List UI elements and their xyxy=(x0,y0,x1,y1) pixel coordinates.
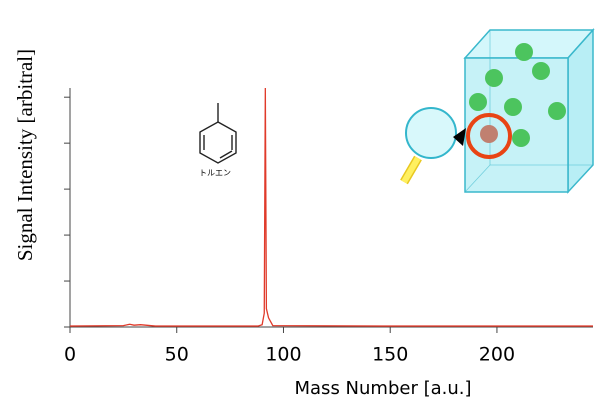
x-tick-label: 50 xyxy=(165,344,189,366)
annotation: トルエン xyxy=(199,169,231,178)
y-axis-title: Signal Intensity [arbitral] xyxy=(13,49,37,261)
cube-illustration xyxy=(400,28,595,194)
x-tick-label: 200 xyxy=(479,344,515,366)
x-axis-title: Mass Number [a.u.] xyxy=(295,378,472,399)
x-tick-label: 150 xyxy=(372,344,408,366)
x-tick-label: 100 xyxy=(265,344,301,366)
x-tick-label: 0 xyxy=(64,344,76,366)
toluene-structure xyxy=(199,103,237,164)
spectrum-line xyxy=(69,87,593,327)
